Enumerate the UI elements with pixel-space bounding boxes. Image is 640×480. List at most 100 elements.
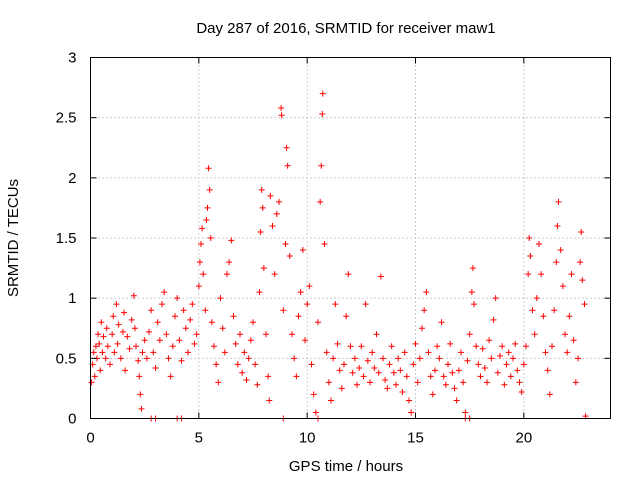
data-point — [323, 349, 330, 356]
y-tick-label: 2.5 — [56, 110, 77, 127]
data-point — [445, 361, 451, 368]
y-tick-label: 3 — [68, 50, 76, 67]
data-point — [458, 349, 464, 356]
data-point — [466, 331, 473, 338]
data-point — [203, 216, 210, 223]
data-point — [414, 379, 421, 386]
data-point — [360, 373, 367, 380]
data-point — [358, 343, 365, 350]
data-point — [429, 391, 436, 398]
data-point — [167, 373, 174, 380]
data-point — [250, 319, 256, 326]
data-point — [138, 405, 145, 412]
x-tick-label: 0 — [86, 430, 94, 447]
data-point — [386, 361, 393, 368]
data-point — [252, 361, 259, 368]
data-point — [577, 259, 584, 266]
data-point — [133, 343, 139, 350]
data-point — [258, 186, 265, 193]
data-point — [334, 340, 341, 347]
data-point — [486, 337, 493, 344]
data-point — [462, 409, 469, 416]
data-point — [196, 259, 203, 266]
data-point — [95, 331, 102, 338]
data-point — [440, 373, 447, 380]
x-tick-labels: 0 5 10 15 20 — [86, 430, 532, 447]
data-point — [526, 235, 533, 241]
data-point — [473, 343, 480, 350]
data-point — [154, 319, 161, 326]
data-point — [514, 367, 521, 374]
data-point — [388, 343, 395, 350]
data-point — [538, 271, 545, 278]
data-point — [150, 349, 157, 356]
data-point — [295, 313, 302, 320]
data-point — [423, 289, 430, 296]
data-point — [308, 361, 315, 368]
data-point — [130, 292, 137, 299]
data-point — [341, 361, 347, 368]
data-point — [512, 340, 519, 347]
data-point — [291, 355, 298, 362]
data-point — [518, 389, 525, 396]
data-point — [362, 301, 369, 308]
data-point — [325, 379, 332, 386]
data-point — [165, 355, 172, 362]
data-point — [533, 295, 540, 302]
data-point — [479, 345, 486, 352]
data-point — [566, 313, 573, 320]
data-point — [318, 162, 325, 169]
data-point — [469, 265, 476, 272]
data-point — [497, 352, 503, 359]
data-point — [330, 355, 337, 362]
data-point — [217, 295, 224, 302]
data-point — [531, 331, 538, 338]
data-point — [484, 379, 490, 386]
data-point — [224, 271, 230, 278]
data-point — [256, 289, 263, 296]
data-point — [477, 373, 484, 380]
data-point — [219, 325, 226, 332]
data-point — [215, 379, 222, 386]
data-point — [501, 381, 508, 388]
data-point — [488, 355, 495, 362]
data-point — [269, 222, 276, 229]
data-point — [557, 247, 564, 254]
data-point — [111, 349, 118, 356]
data-point — [416, 355, 423, 362]
data-point — [243, 376, 250, 383]
data-point — [384, 385, 391, 392]
y-tick-label: 2 — [68, 170, 76, 187]
data-point — [317, 198, 324, 205]
data-point — [432, 367, 438, 374]
data-point — [185, 349, 191, 356]
data-point — [152, 364, 159, 371]
chart-title: Day 287 of 2016, SRMTID for receiver maw… — [196, 20, 495, 37]
data-point — [97, 367, 104, 374]
data-point — [570, 337, 577, 344]
x-axis-label: GPS time / hours — [289, 458, 403, 475]
data-point — [549, 343, 555, 350]
data-point — [98, 319, 105, 326]
y-tick-label: 1.5 — [56, 230, 77, 247]
grid-lines — [90, 57, 611, 419]
data-point — [343, 313, 350, 320]
data-point — [202, 307, 209, 314]
data-point — [137, 391, 144, 398]
data-point — [135, 357, 142, 364]
data-point — [319, 111, 326, 118]
data-point — [241, 349, 248, 356]
data-point — [113, 301, 120, 308]
data-point — [286, 253, 293, 260]
data-point — [328, 397, 334, 404]
axis-ticks — [90, 57, 611, 419]
data-point — [321, 241, 328, 248]
data-point — [254, 381, 261, 388]
data-point — [213, 361, 220, 368]
data-point — [553, 259, 560, 266]
data-point — [373, 331, 380, 338]
data-point — [451, 385, 458, 392]
data-point — [551, 307, 558, 314]
data-point — [425, 349, 432, 356]
